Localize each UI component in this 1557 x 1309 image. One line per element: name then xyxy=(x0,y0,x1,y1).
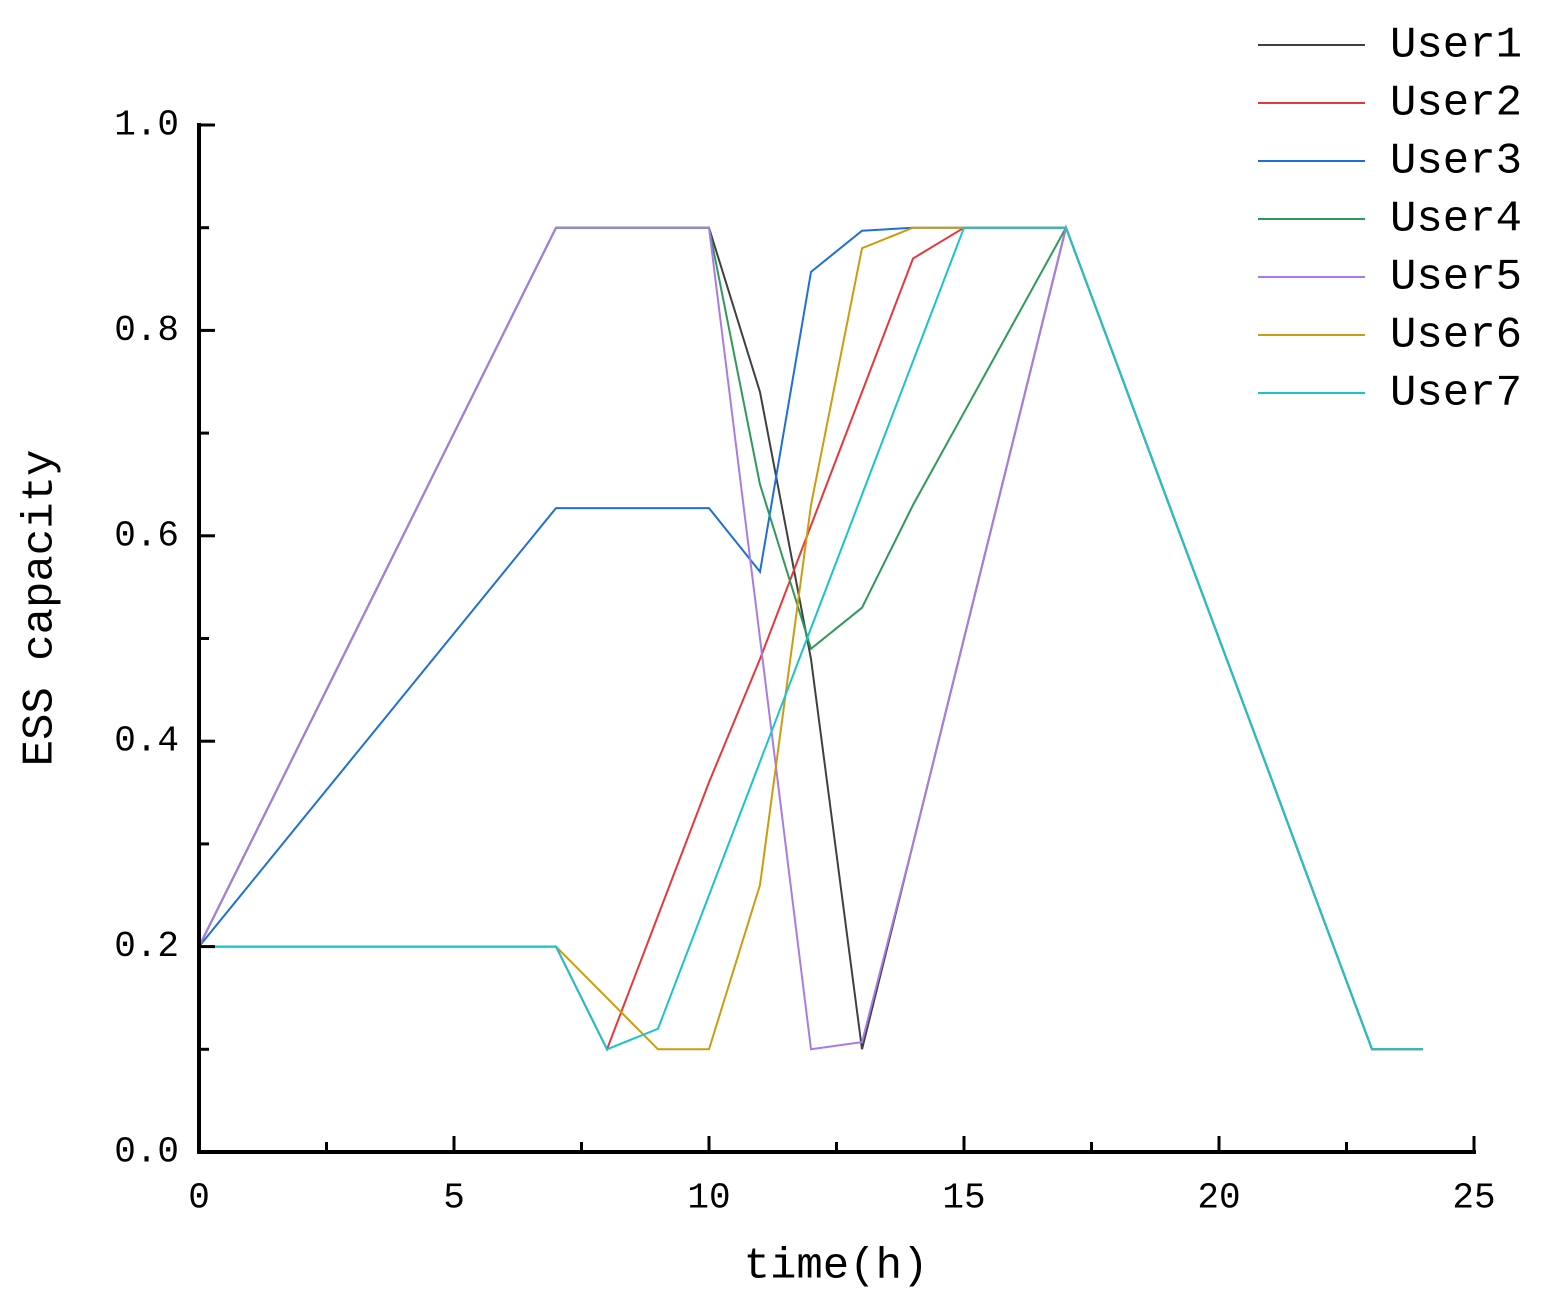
x-tick-label: 10 xyxy=(687,1178,730,1219)
y-tick-label: 1.0 xyxy=(114,105,179,146)
y-tick-label: 0.0 xyxy=(114,1132,179,1173)
series-line xyxy=(198,224,1423,1051)
y-tick-label: 0.6 xyxy=(114,515,179,556)
legend-label: User3 xyxy=(1390,137,1522,187)
series-line xyxy=(198,226,1423,1051)
legend-label: User2 xyxy=(1390,79,1522,129)
y-tick-label: 0.4 xyxy=(114,721,179,762)
series-line xyxy=(198,224,1423,1051)
legend-label: User1 xyxy=(1390,21,1522,71)
y-tick-label: 0.2 xyxy=(114,926,179,967)
x-tick-label: 25 xyxy=(1452,1178,1495,1219)
legend-label: User6 xyxy=(1390,311,1522,361)
x-axis-label: time(h) xyxy=(744,1242,929,1292)
x-tick-label: 5 xyxy=(443,1178,465,1219)
legend-label: User7 xyxy=(1390,369,1522,419)
series-line xyxy=(198,225,1423,1051)
series-line xyxy=(199,226,1423,1051)
series-line xyxy=(199,226,1423,1051)
legend-label: User5 xyxy=(1390,253,1522,303)
y-axis-label: ESS capacity xyxy=(16,450,66,767)
x-tick-label: 20 xyxy=(1197,1178,1240,1219)
x-tick-label: 15 xyxy=(942,1178,985,1219)
x-tick-label: 0 xyxy=(188,1178,210,1219)
legend-label: User4 xyxy=(1390,195,1522,245)
y-tick-label: 0.8 xyxy=(114,310,179,351)
series-line xyxy=(199,226,1423,1052)
